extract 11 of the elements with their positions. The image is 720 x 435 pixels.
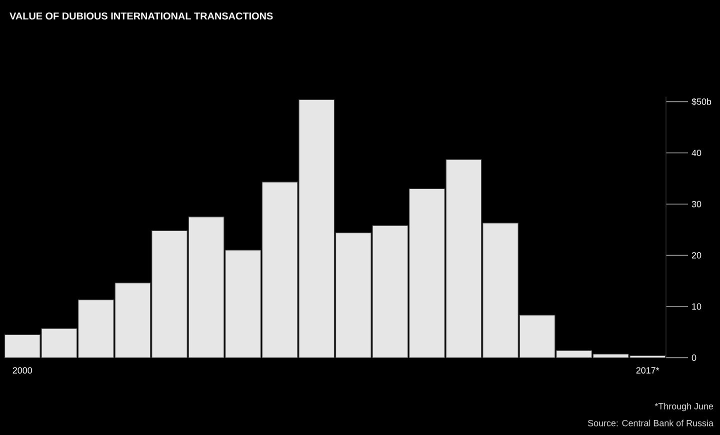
text: *Through June: [654, 402, 714, 412]
y-tick-label: 40: [692, 150, 702, 156]
x-tick-label: 2017*: [636, 367, 660, 374]
x-tick-label: 2000: [12, 367, 32, 374]
y-tick-label: 10: [692, 303, 702, 310]
y-tick-label: 0: [692, 354, 696, 361]
y-tick-label: 20: [692, 252, 702, 258]
y-tick-label: 30: [692, 200, 702, 208]
chart-title: VALUE OF DUBIOUS INTERNATIONAL TRANSACTIONS: [10, 12, 273, 20]
source-note: Source: Central Bank of Russia: [588, 420, 714, 426]
y-tick-label: $50b: [692, 98, 712, 106]
